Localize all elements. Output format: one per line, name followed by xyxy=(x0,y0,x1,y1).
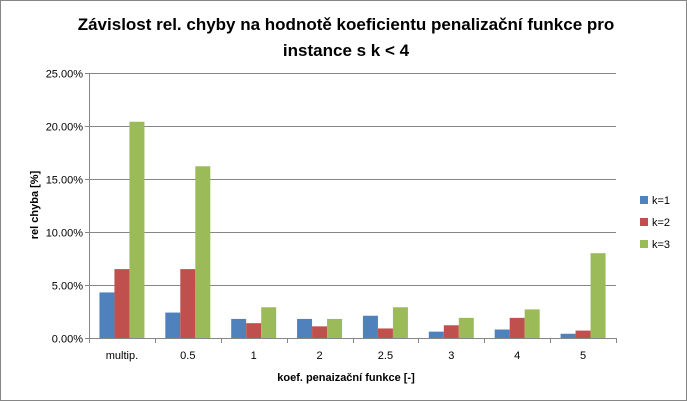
bars xyxy=(99,121,606,338)
x-tick-label: 2 xyxy=(317,350,323,362)
y-tick-labels: 0.00% 5.00% 10.00% 15.00% 20.00% 25.00% xyxy=(46,69,84,346)
bar-k=3-2.5 xyxy=(392,307,408,338)
bar-k=2-2.5 xyxy=(377,328,393,338)
bar-k=2-5 xyxy=(575,330,591,338)
bar-k=3-4 xyxy=(524,309,540,338)
x-tick-label: 5 xyxy=(580,350,586,362)
y-tick-label: 0.00% xyxy=(52,334,83,346)
axes xyxy=(85,73,617,343)
y-tick-label: 15.00% xyxy=(46,175,84,187)
bar-k=2-3 xyxy=(443,325,459,338)
bar-k=3-2 xyxy=(327,318,343,338)
y-tick-label: 10.00% xyxy=(46,228,84,240)
legend-swatch-k=1 xyxy=(640,196,648,204)
bar-k=1-5 xyxy=(560,333,576,338)
bar-k=2-multip. xyxy=(114,269,130,338)
x-tick-label: 0.5 xyxy=(180,350,195,362)
bar-k=3-3 xyxy=(458,317,474,338)
bar-k=1-1 xyxy=(231,318,247,338)
legend-label-k=3: k=3 xyxy=(652,239,670,251)
y-tick-label: 5.00% xyxy=(52,281,83,293)
bar-k=2-4 xyxy=(509,317,525,338)
x-tick-label: 3 xyxy=(448,350,454,362)
bar-k=2-2 xyxy=(312,326,328,338)
legend-label-k=2: k=2 xyxy=(652,217,670,229)
bar-k=3-multip. xyxy=(129,121,145,338)
legend-swatch-k=3 xyxy=(640,240,648,248)
chart-title-line-1: Závislost rel. chyby na hodnotě koeficie… xyxy=(78,15,615,34)
bar-k=1-0.5 xyxy=(165,312,181,338)
legend-label-k=1: k=1 xyxy=(652,195,670,207)
x-tick-label: multip. xyxy=(106,350,138,362)
bar-k=1-2 xyxy=(297,318,313,338)
y-tick-label: 25.00% xyxy=(46,69,84,81)
legend-swatch-k=2 xyxy=(640,218,648,226)
y-tick-label: 20.00% xyxy=(46,122,84,134)
bar-k=2-1 xyxy=(246,323,262,338)
legend: k=1 k=2 k=3 xyxy=(640,195,670,251)
bar-k=1-4 xyxy=(494,329,510,338)
bar-k=1-multip. xyxy=(99,292,115,338)
x-axis-label: koef. penaizační funkce [-] xyxy=(277,372,415,384)
chart-title-line-2: instance s k < 4 xyxy=(283,41,410,60)
bar-k=2-0.5 xyxy=(180,269,196,338)
x-tick-label: 4 xyxy=(514,350,520,362)
gridlines xyxy=(89,73,616,286)
bar-k=3-0.5 xyxy=(195,166,211,338)
x-tick-label: 1 xyxy=(251,350,257,362)
x-tick-labels: multip. 0.5 1 2 2.5 3 4 5 xyxy=(106,350,586,362)
bar-k=3-5 xyxy=(590,253,606,338)
bar-k=1-2.5 xyxy=(362,315,378,338)
x-tick-label: 2.5 xyxy=(378,350,393,362)
bar-k=1-3 xyxy=(428,331,444,338)
y-axis-label: rel chyba [%] xyxy=(29,170,41,239)
bar-k=3-1 xyxy=(261,307,277,338)
